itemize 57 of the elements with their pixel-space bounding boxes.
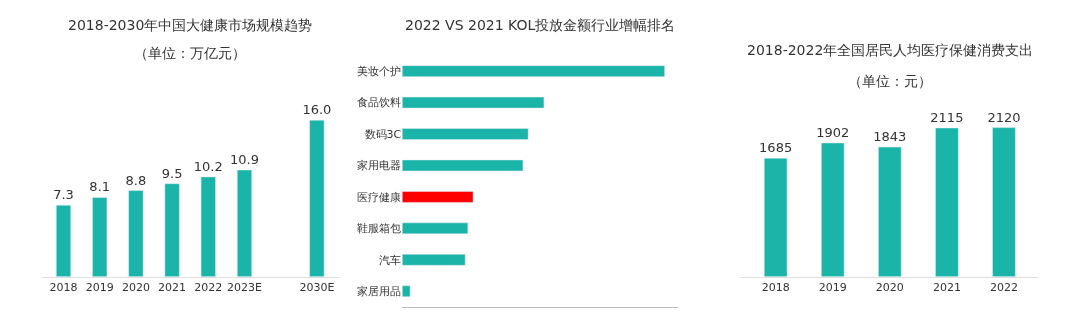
x-tick-label: 2019	[85, 280, 114, 294]
y-tick-label: 食品饮料	[357, 96, 402, 110]
bar	[128, 190, 144, 277]
bar	[402, 254, 466, 266]
x-tick-label: 2030E	[299, 280, 335, 294]
y-tick-label: 鞋服箱包	[357, 222, 402, 236]
x-tick-label: 2022	[194, 280, 223, 294]
bar	[309, 119, 325, 277]
y-tick-label: 美妆个护	[357, 65, 402, 79]
bar	[92, 197, 108, 277]
data-label: 10.9	[230, 152, 259, 168]
x-tick-label: 2018	[761, 280, 790, 294]
bar	[56, 205, 72, 277]
y-tick-label: 医疗健康	[357, 190, 402, 204]
data-label: 1685	[759, 140, 793, 156]
chart-subtitle: （单位：元）	[848, 73, 932, 89]
bar	[402, 191, 474, 203]
y-tick-label: 数码3C	[364, 127, 402, 141]
bar	[763, 157, 788, 277]
data-label: 1902	[816, 124, 850, 140]
y-tick-label: 家用电器	[357, 159, 402, 173]
x-tick-label: 2018	[49, 280, 78, 294]
data-label: 8.8	[125, 172, 147, 188]
data-label: 2120	[987, 109, 1021, 125]
bar	[992, 127, 1016, 277]
data-label: 2115	[930, 109, 964, 125]
data-label: 16.0	[302, 102, 332, 118]
data-label: 9.5	[161, 165, 183, 181]
y-tick-label: 家居用品	[357, 285, 402, 299]
data-label: 7.3	[53, 187, 74, 203]
bar	[402, 222, 469, 235]
x-tick-label: 2019	[818, 280, 847, 294]
data-label: 8.1	[89, 179, 111, 195]
x-tick-label: 2020	[121, 280, 150, 294]
bar	[402, 128, 529, 140]
bar	[402, 159, 524, 172]
x-tick-label: 2021	[932, 280, 961, 294]
chart-title: 2018-2030年中国大健康市场规模趋势	[68, 17, 313, 33]
bar	[200, 176, 216, 277]
bar	[402, 96, 545, 109]
bar	[821, 142, 845, 277]
y-tick-label: 汽车	[379, 253, 402, 267]
bar	[402, 65, 665, 77]
bar	[237, 169, 252, 277]
data-label: 1843	[873, 129, 907, 145]
bar	[402, 285, 411, 297]
bar	[878, 146, 902, 277]
x-tick-label: 2020	[875, 280, 904, 294]
chart-title: 2018-2022年全国居民人均医疗保健消费支出	[747, 42, 1034, 58]
chart-title: 2022 VS 2021 KOL投放金额行业增幅排名	[405, 17, 676, 33]
x-tick-label: 2021	[158, 280, 187, 294]
chart-subtitle: （单位：万亿元）	[134, 45, 246, 61]
x-tick-label: 2022	[989, 280, 1018, 294]
x-tick-label: 2023E	[227, 280, 263, 294]
bar	[164, 183, 180, 277]
bar	[935, 127, 959, 277]
data-label: 10.2	[193, 158, 223, 174]
